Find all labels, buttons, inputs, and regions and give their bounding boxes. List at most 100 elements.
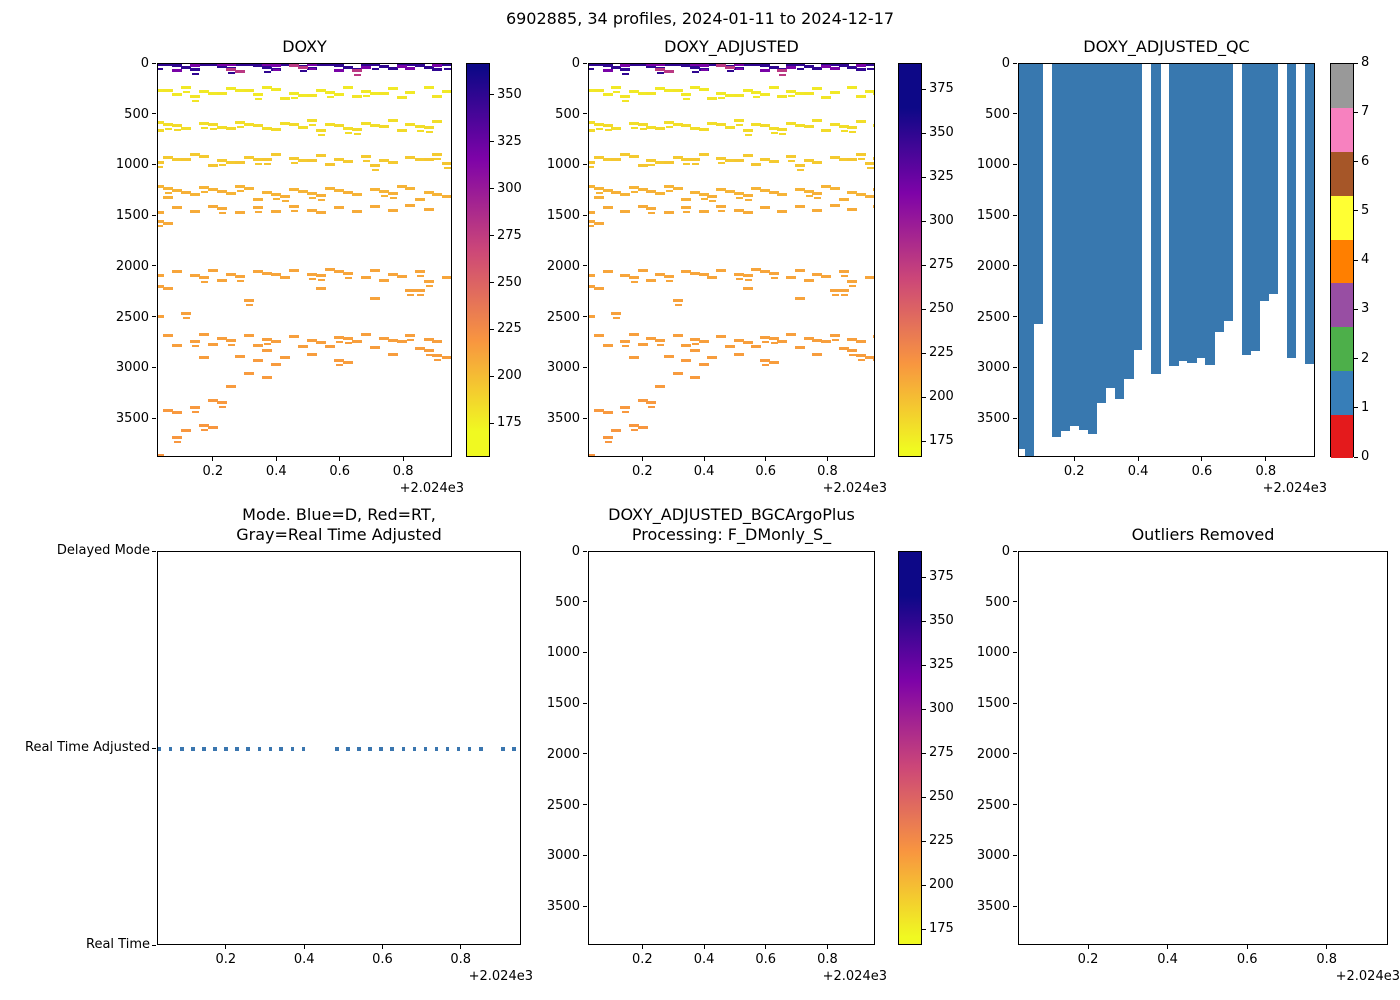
profile-dash	[692, 342, 700, 345]
x-tick-mark	[765, 457, 767, 461]
profile-dash	[158, 166, 164, 169]
profile-dash	[271, 64, 281, 67]
profile-dash	[812, 272, 823, 276]
y-tick-mark	[583, 601, 587, 603]
x-axis-offset-label: +2.024e3	[822, 969, 887, 984]
profile-dash	[181, 311, 192, 315]
profile-dash	[692, 70, 700, 73]
profile-dash	[840, 274, 848, 277]
profile-dash	[369, 297, 380, 301]
x-tick-mark	[765, 945, 767, 949]
profile-dash	[648, 211, 656, 214]
profile-dash	[751, 64, 762, 66]
profile-dash	[759, 269, 770, 273]
profile-dash	[443, 167, 451, 170]
profile-dash	[602, 436, 613, 440]
profile-dash	[387, 118, 398, 122]
x-axis-offset-label: +2.024e3	[822, 481, 887, 496]
x-tick-mark	[703, 945, 705, 949]
profile-dash	[690, 271, 701, 275]
profile-dash	[378, 92, 389, 96]
profile-dash	[423, 86, 434, 90]
profile-dash	[396, 274, 407, 278]
profile-dash	[735, 197, 743, 200]
colorbar-tick-label: 375	[929, 81, 954, 97]
colorbar-tick-mark	[922, 88, 926, 90]
profile-dash	[768, 337, 779, 341]
mode-dot	[268, 747, 273, 751]
profile-dash	[378, 64, 389, 68]
profile-dash	[306, 338, 317, 342]
profile-dash	[396, 64, 407, 68]
mode-dot	[213, 747, 217, 751]
profile-dash	[698, 363, 709, 367]
profile-dash	[252, 93, 263, 97]
profile-dash	[873, 358, 874, 362]
colorbar-tick-mark	[490, 375, 494, 377]
profile-dash	[262, 349, 273, 353]
profile-dash	[620, 64, 631, 67]
profile-dash	[199, 275, 210, 279]
colorbar-tick-label: 350	[929, 125, 954, 141]
profile-dash	[742, 153, 753, 157]
x-tick-label: 0.2	[1077, 952, 1099, 967]
profile-dash	[252, 344, 263, 348]
qc-column	[1259, 64, 1269, 302]
profile-dash	[425, 354, 433, 357]
y-tick-mark	[1013, 366, 1017, 368]
profile-dash	[183, 91, 191, 94]
profile-dash	[316, 89, 327, 93]
mode-dot	[445, 747, 450, 751]
profile-dash	[803, 158, 814, 162]
y-tick-mark	[1013, 702, 1017, 704]
profile-dash	[629, 332, 640, 336]
profile-dash	[192, 410, 200, 413]
profile-dash	[405, 66, 416, 70]
profile-dash	[172, 189, 183, 193]
profile-dash	[821, 185, 831, 189]
profile-dash	[190, 67, 201, 71]
profile-dash	[725, 65, 736, 69]
profile-dash	[620, 95, 631, 99]
profile-dash	[208, 164, 219, 168]
mode-dot	[456, 747, 461, 751]
profile-dash	[759, 335, 770, 339]
chart-doxy: DOXY 0.2 0.4 0.6 0.8 +2.024e3 0 500 1000 1500 200…	[116, 37, 464, 496]
profile-dash	[803, 92, 814, 96]
profile-dash	[646, 400, 657, 404]
mode-dot	[467, 747, 472, 751]
profile-dash	[172, 68, 183, 72]
colorbar-tick-label: 275	[929, 745, 954, 761]
x-tick-label: 0.8	[1316, 952, 1338, 967]
profile-dash	[672, 89, 683, 93]
profile-dash	[716, 64, 727, 67]
mode-dot	[246, 747, 250, 751]
x-tick-label: 0.6	[1191, 464, 1213, 479]
profile-dash	[665, 190, 673, 193]
profile-dash	[654, 272, 665, 276]
profile-dash	[593, 195, 604, 199]
colorbar-tick-mark	[922, 884, 926, 886]
profile-dash	[407, 338, 415, 341]
x-tick-label: 0.4	[293, 952, 315, 967]
profile-dash	[855, 119, 866, 123]
profile-dash	[725, 190, 736, 194]
mode-level-label: Real Time Adjusted	[25, 740, 150, 755]
profile-dash	[158, 220, 165, 224]
profile-dash	[690, 86, 701, 90]
profile-dash	[733, 192, 744, 196]
profile-dash	[593, 122, 604, 126]
profile-dash	[423, 65, 434, 69]
profile-dash	[589, 161, 596, 165]
profile-dash	[199, 121, 210, 125]
profile-dash	[672, 299, 683, 303]
profile-dash	[227, 71, 235, 74]
profile-dash	[812, 66, 823, 70]
profile-dash	[333, 93, 344, 97]
profile-dash	[172, 205, 183, 209]
profile-dash	[803, 190, 814, 194]
profile-dash	[821, 128, 831, 132]
profile-dash	[297, 65, 308, 69]
profile-dash	[306, 118, 317, 122]
profile-dash	[158, 453, 165, 456]
